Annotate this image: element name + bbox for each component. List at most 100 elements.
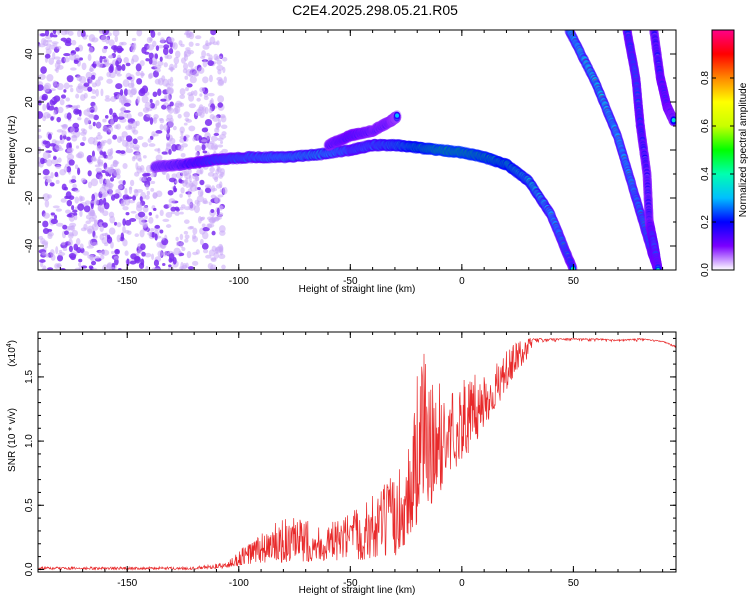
- noise-blob: [51, 41, 59, 45]
- noise-blob: [155, 130, 163, 134]
- noise-blob: [108, 54, 114, 59]
- noise-blob: [78, 109, 82, 117]
- noise-blob: [214, 127, 220, 134]
- noise-blob: [157, 250, 163, 258]
- noise-blob: [205, 254, 212, 259]
- noise-blob: [59, 267, 66, 270]
- noise-blob: [64, 230, 69, 236]
- noise-blob: [149, 37, 153, 42]
- noise-blob: [169, 101, 174, 107]
- noise-blob: [85, 220, 91, 225]
- noise-blob: [73, 59, 79, 64]
- noise-blob: [200, 191, 204, 197]
- noise-blob: [68, 159, 75, 166]
- spectrogram-traces: [149, 30, 676, 270]
- noise-blob: [194, 144, 202, 152]
- noise-blob: [110, 164, 114, 169]
- noise-blob: [220, 124, 228, 130]
- noise-blob: [53, 214, 58, 220]
- noise-blob: [54, 140, 60, 145]
- noise-blob: [154, 64, 162, 70]
- noise-blob: [208, 41, 212, 46]
- noise-blob: [107, 167, 115, 174]
- noise-blob: [113, 193, 120, 199]
- noise-blob: [68, 238, 73, 247]
- noise-blob: [87, 53, 92, 62]
- noise-blob: [56, 45, 62, 50]
- noise-blob: [90, 178, 99, 187]
- noise-blob: [168, 198, 176, 204]
- noise-blob: [122, 163, 128, 170]
- noise-blob: [129, 142, 135, 149]
- noise-blob: [188, 72, 194, 78]
- noise-blob: [184, 179, 188, 185]
- noise-blob: [40, 157, 45, 165]
- noise-blob: [208, 54, 213, 62]
- noise-blob: [223, 76, 227, 84]
- noise-blob: [171, 143, 178, 152]
- noise-blob: [165, 94, 171, 102]
- noise-blob: [92, 155, 96, 161]
- noise-blob: [201, 50, 207, 58]
- noise-blob: [197, 67, 205, 74]
- noise-blob: [162, 218, 170, 223]
- noise-blob: [76, 30, 82, 38]
- noise-blob: [98, 250, 106, 256]
- noise-blob: [221, 131, 227, 136]
- noise-blob: [179, 241, 184, 249]
- noise-blob: [39, 259, 46, 263]
- noise-blob: [148, 57, 153, 65]
- noise-blob: [166, 142, 171, 147]
- noise-blob: [93, 114, 99, 121]
- noise-blob: [75, 238, 81, 246]
- noise-blob: [124, 250, 129, 256]
- noise-blob: [135, 63, 142, 72]
- noise-blob: [167, 203, 172, 208]
- noise-blob: [216, 164, 220, 172]
- noise-blob: [60, 94, 67, 99]
- noise-blob: [204, 118, 213, 126]
- noise-blob: [183, 122, 188, 126]
- noise-blob: [115, 150, 122, 154]
- noise-blob: [174, 211, 180, 216]
- noise-blob: [116, 73, 122, 77]
- noise-blob: [89, 78, 93, 85]
- noise-blob: [121, 131, 128, 138]
- noise-blob: [183, 170, 189, 177]
- noise-blob: [183, 135, 187, 142]
- noise-blob: [62, 123, 69, 129]
- noise-blob: [71, 39, 77, 46]
- noise-blob: [211, 185, 216, 193]
- noise-blob: [92, 121, 96, 127]
- noise-blob: [119, 107, 126, 111]
- noise-blob: [153, 259, 160, 267]
- noise-blob: [93, 255, 101, 260]
- noise-blob: [47, 229, 53, 232]
- noise-blob: [174, 180, 179, 184]
- noise-blob: [81, 265, 88, 269]
- noise-blob: [152, 207, 157, 212]
- noise-blob: [138, 157, 143, 162]
- noise-blob: [141, 46, 147, 54]
- noise-blob: [43, 212, 50, 219]
- noise-blob: [114, 124, 119, 129]
- noise-blob: [183, 32, 190, 36]
- noise-blob: [63, 82, 70, 90]
- noise-blob: [199, 167, 204, 175]
- noise-blob: [54, 171, 59, 178]
- noise-blob: [170, 211, 176, 215]
- noise-blob: [140, 72, 145, 77]
- noise-blob: [104, 97, 111, 102]
- noise-blob: [136, 30, 143, 37]
- noise-blob: [141, 85, 149, 94]
- noise-blob: [167, 189, 174, 196]
- noise-blob: [137, 111, 144, 117]
- noise-blob: [118, 112, 124, 118]
- noise-blob: [45, 48, 52, 55]
- noise-blob: [78, 258, 83, 263]
- noise-blob: [46, 178, 53, 184]
- noise-blob: [155, 45, 160, 51]
- noise-blob: [73, 108, 80, 115]
- noise-blob: [175, 50, 181, 59]
